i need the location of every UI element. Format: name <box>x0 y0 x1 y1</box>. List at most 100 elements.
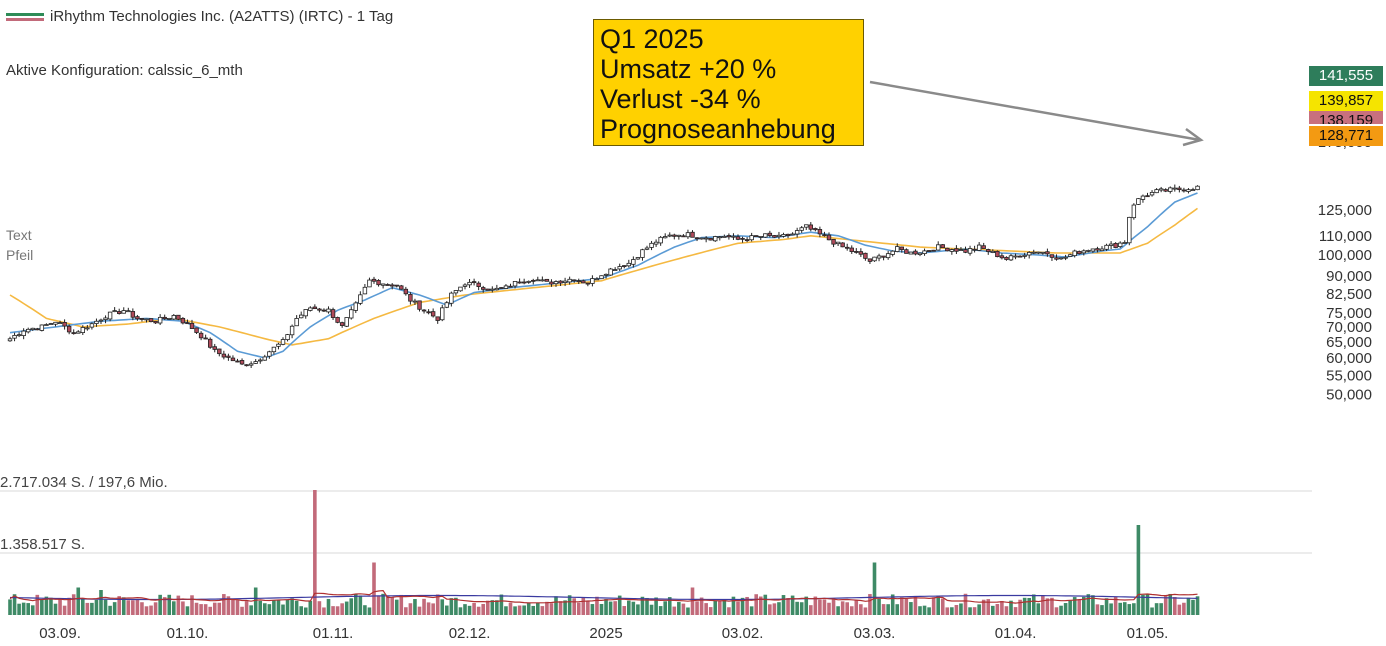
volume-bar <box>545 601 549 615</box>
candle-body <box>845 246 850 249</box>
candle <box>226 353 231 361</box>
candle <box>631 256 636 268</box>
candle <box>608 267 613 276</box>
text-tool[interactable]: Text <box>6 227 32 243</box>
candle <box>453 289 459 296</box>
volume-bar <box>408 603 413 615</box>
candle-body <box>713 236 718 242</box>
candle <box>535 276 540 282</box>
volume-bar <box>963 593 968 615</box>
candle-body <box>717 236 722 239</box>
volume-bar <box>249 605 253 615</box>
volume-bar <box>422 598 426 615</box>
annotation-box[interactable]: Q1 2025 Umsatz +20 % Verlust -34 % Progn… <box>593 19 864 146</box>
candle-body <box>294 318 299 327</box>
candle-body <box>503 285 509 289</box>
candle <box>1104 243 1109 251</box>
volume-bar <box>1159 603 1163 615</box>
candle <box>421 309 427 314</box>
candle <box>371 276 377 284</box>
candle <box>1077 250 1082 255</box>
volume-bar <box>604 599 608 615</box>
price-tag-ma-fast: 139,857 <box>1309 91 1383 111</box>
candle <box>294 315 299 327</box>
candle-body <box>1145 195 1150 198</box>
candle <box>198 331 204 341</box>
candle-body <box>1090 248 1096 252</box>
candle-body <box>772 235 777 238</box>
volume-bar <box>704 603 708 615</box>
candle-body <box>130 311 136 318</box>
volume-bar <box>1072 597 1077 615</box>
candle <box>85 325 90 331</box>
y-tick-label: 90,000 <box>1326 268 1372 285</box>
candle-body <box>967 248 973 254</box>
volume-bar <box>790 595 795 615</box>
candle-body <box>1158 188 1164 191</box>
candle <box>1049 254 1055 262</box>
candle <box>558 280 563 286</box>
candle-body <box>435 316 440 321</box>
candle-body <box>990 250 995 253</box>
arrow-tool[interactable]: Pfeil <box>6 247 34 263</box>
volume-bar <box>1077 599 1082 615</box>
volume-bar <box>144 606 149 615</box>
candle-body <box>394 284 399 287</box>
candle-body <box>153 320 158 324</box>
volume-bar <box>613 601 617 615</box>
candle-body <box>781 234 786 237</box>
candle-body <box>453 290 459 294</box>
candle <box>667 232 672 238</box>
volume-bar <box>795 601 799 615</box>
candle-body <box>1104 244 1109 250</box>
candle <box>549 279 554 287</box>
candle <box>1040 251 1046 255</box>
volume-bar <box>504 606 508 615</box>
volume-bar <box>567 595 572 615</box>
drawing-tools: Text Pfeil <box>6 225 33 265</box>
candle <box>408 292 413 305</box>
volume-bar <box>1127 604 1132 615</box>
candle-body <box>1118 242 1123 247</box>
annotation-arrow[interactable] <box>869 80 1204 147</box>
candle <box>1058 257 1064 260</box>
candle <box>599 275 604 280</box>
candle <box>972 245 977 253</box>
candle <box>776 231 782 240</box>
candle <box>603 273 609 279</box>
candle-body <box>89 323 95 328</box>
candle <box>512 281 518 289</box>
candle-body <box>1049 254 1055 258</box>
candle-body <box>799 227 804 231</box>
volume-bar <box>158 594 162 615</box>
candle-body <box>280 339 286 345</box>
candle <box>253 359 258 364</box>
candle-body <box>7 338 13 342</box>
volume-bar <box>449 598 454 615</box>
candle-body <box>16 334 22 337</box>
volume-bar <box>81 599 85 615</box>
candle <box>353 301 358 314</box>
volume-bar <box>836 606 840 615</box>
volume-bar <box>645 597 649 615</box>
candle-body <box>594 278 600 281</box>
candle <box>508 283 513 288</box>
volume-bar <box>1095 604 1100 615</box>
candle <box>503 284 509 289</box>
candle-body <box>954 248 959 252</box>
candle-body <box>35 328 40 331</box>
candle-body <box>508 285 513 288</box>
candle-body <box>499 287 504 289</box>
candle <box>740 236 745 243</box>
volume-bars <box>8 490 1200 615</box>
candle-body <box>198 332 204 339</box>
candle-body <box>767 232 773 236</box>
candle <box>1127 216 1132 246</box>
candle-body <box>1045 251 1050 255</box>
candle <box>458 286 463 292</box>
volume-bar <box>1045 598 1050 615</box>
candle-body <box>217 348 222 355</box>
candle-body <box>744 239 750 242</box>
volume-bar <box>1100 605 1104 615</box>
candle <box>430 308 436 318</box>
